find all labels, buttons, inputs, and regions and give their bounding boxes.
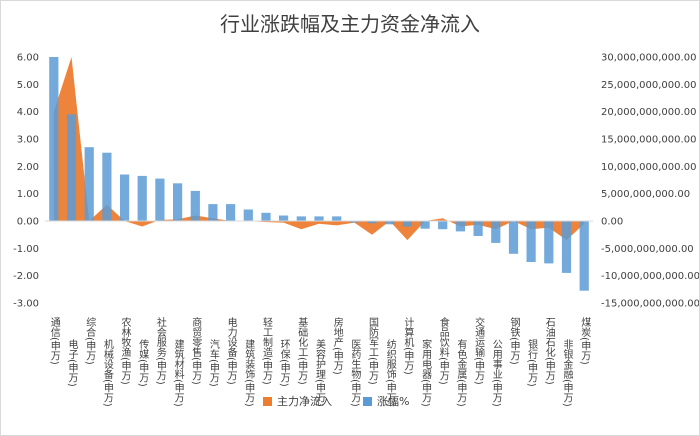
bar-27 <box>526 221 536 262</box>
y-left-tick-label: 6.00 <box>17 53 39 64</box>
x-category-label: 国防军工(申万) <box>367 317 379 385</box>
bar-30 <box>579 221 589 291</box>
bar-23 <box>455 221 465 232</box>
bar-5 <box>137 175 147 221</box>
legend: 主力净流入 涨幅% <box>263 394 409 408</box>
y-left-tick-label: 2.00 <box>17 162 39 173</box>
bar-1 <box>66 114 77 221</box>
x-category-label: 计算机(申万) <box>402 316 414 375</box>
x-category-label: 纺织服饰(申万) <box>384 338 396 407</box>
y-right-tick-label: 5,000,000,000.00 <box>601 189 690 200</box>
x-category-label: 食品饮料(申万) <box>437 316 449 385</box>
bar-16 <box>332 216 342 221</box>
bar-28 <box>544 221 554 264</box>
bar-6 <box>155 178 165 221</box>
x-category-label: 医药生物(申万) <box>349 339 361 407</box>
x-category-label: 传媒(申万) <box>137 339 149 387</box>
bar-24 <box>473 221 483 236</box>
bar-29 <box>561 221 572 273</box>
bar-14 <box>296 216 306 221</box>
y-left-tick-label: -1.00 <box>13 244 39 255</box>
bar-20 <box>402 221 412 227</box>
y-right-tick-label: 10,000,000,000.00 <box>601 162 696 173</box>
x-category-label: 银行(申万) <box>526 338 538 387</box>
bar-17 <box>349 221 359 223</box>
x-category-label: 石油石化(申万) <box>543 317 555 385</box>
x-category-label: 基础化工(申万) <box>296 316 308 385</box>
x-category-label: 家用电器(申万) <box>420 338 432 407</box>
x-category-label: 非银金融(申万) <box>561 339 573 407</box>
bar-21 <box>420 221 430 229</box>
x-category-label: 建筑材料(申万) <box>172 338 184 407</box>
y-right-tick-label: 30,000,000,000.00 <box>601 53 696 64</box>
x-category-label: 电子(申万) <box>66 338 78 387</box>
bar-7 <box>173 183 183 221</box>
y-left-tick-label: -3.00 <box>13 299 39 310</box>
bar-25 <box>491 221 501 243</box>
bar-26 <box>508 221 519 254</box>
y-right-tick-label: -5,000,000,000.00 <box>601 244 694 255</box>
y-left-tick-label: 4.00 <box>17 107 39 118</box>
bar-3 <box>102 152 112 221</box>
chart-title: 行业涨跌幅及主力资金净流入 <box>220 12 480 36</box>
y-left-tick-label: 0.00 <box>17 217 39 228</box>
bar-4 <box>120 174 130 221</box>
y-right-tick-label: 15,000,000,000.00 <box>601 135 696 146</box>
x-category-label: 通信(申万) <box>48 317 60 365</box>
bar-13 <box>279 215 289 221</box>
x-category-label: 电力设备(申万) <box>225 316 237 385</box>
x-category-label: 农林牧渔(申万) <box>119 316 131 385</box>
x-category-label: 社会服务(申万) <box>154 316 166 385</box>
plot-area: 6.00 5.00 4.00 3.00 2.00 1.00 0.00 -1.00 -2.00 -3… <box>13 53 699 407</box>
bar-15 <box>314 216 324 221</box>
x-category-label: 有色金属(申万) <box>455 338 467 407</box>
y-right-tick-label: 0.00 <box>601 217 623 228</box>
x-category-label: 汽车(申万) <box>207 338 219 387</box>
legend-swatch-change-pct <box>363 397 372 406</box>
bar-0 <box>49 57 59 221</box>
x-category-label: 建筑装饰(申万) <box>243 338 255 407</box>
bar-2 <box>84 147 94 221</box>
bar-11 <box>243 209 253 221</box>
legend-swatch-main-inflow <box>263 397 272 406</box>
y-right-tick-label: 25,000,000,000.00 <box>601 80 696 91</box>
y-right-tick-label: -10,000,000,000.00 <box>601 271 699 282</box>
y-right-tick-label: 20,000,000,000.00 <box>601 107 696 118</box>
y-left-tick-label: 1.00 <box>17 189 39 200</box>
x-category-label: 美容护理(申万) <box>314 338 326 407</box>
x-category-label: 环保(申万) <box>278 339 290 387</box>
x-category-label: 煤炭(申万) <box>579 316 591 365</box>
y-right-tick-label: -15,000,000,000.00 <box>601 299 699 310</box>
x-category-label: 机械设备(申万) <box>101 338 113 407</box>
bar-9 <box>208 204 218 221</box>
legend-label-change-pct: 涨幅% <box>377 395 409 408</box>
x-category-label: 交通运输(申万) <box>473 316 485 385</box>
y-left-tick-label: -2.00 <box>13 271 39 282</box>
bar-10 <box>226 204 236 221</box>
y-left-tick-label: 3.00 <box>17 135 39 146</box>
x-category-label: 钢铁(申万) <box>508 316 520 365</box>
bar-12 <box>261 212 271 221</box>
bar-22 <box>438 221 448 230</box>
bar-18 <box>367 221 377 224</box>
x-category-label: 综合(申万) <box>84 316 96 365</box>
x-category-label: 商贸零售(申万) <box>190 316 202 385</box>
y-left-tick-label: 5.00 <box>17 80 39 91</box>
legend-label-main-inflow: 主力净流入 <box>277 394 332 408</box>
series-area-main-inflow <box>53 57 585 241</box>
x-category-label: 轻工制造(申万) <box>261 316 273 385</box>
bar-19 <box>385 221 395 225</box>
x-category-label: 房地产(申万) <box>331 316 343 375</box>
bar-8 <box>190 190 200 221</box>
x-category-label: 公用事业(申万) <box>490 339 502 407</box>
